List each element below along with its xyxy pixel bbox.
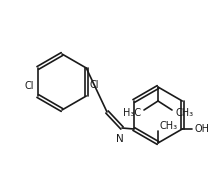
Text: CH₃: CH₃ (175, 108, 193, 118)
Text: OH: OH (194, 124, 209, 134)
Text: Cl: Cl (24, 81, 34, 91)
Text: CH₃: CH₃ (160, 121, 178, 131)
Text: N: N (116, 134, 124, 144)
Text: Cl: Cl (89, 80, 99, 90)
Text: H₃C: H₃C (123, 108, 141, 118)
